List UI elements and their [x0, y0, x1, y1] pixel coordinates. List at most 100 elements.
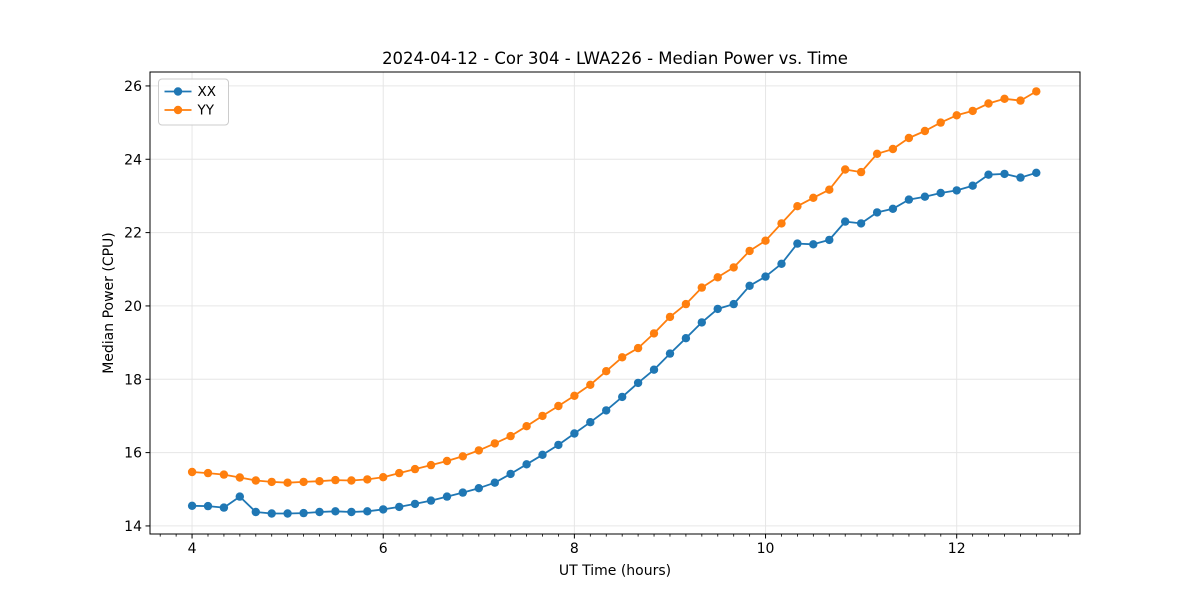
data-point-xx — [761, 272, 770, 281]
data-point-yy — [299, 477, 308, 487]
x-tick-label: 12 — [948, 541, 966, 557]
data-point-yy — [888, 144, 898, 154]
data-point-yy — [761, 236, 770, 245]
data-point-xx — [984, 170, 993, 179]
data-point-yy — [1000, 94, 1009, 104]
legend-box — [158, 78, 229, 126]
data-point-yy — [825, 185, 834, 194]
data-point-yy — [235, 473, 244, 482]
data-point-yy — [410, 464, 420, 474]
data-point-yy — [633, 343, 643, 353]
data-point-xx — [952, 186, 961, 195]
data-point-xx — [474, 484, 483, 493]
y-tick-label: 20 — [124, 299, 142, 315]
data-point-yy — [872, 149, 882, 158]
data-point-yy — [856, 167, 866, 177]
legend-sample-marker — [173, 105, 183, 115]
data-point-yy — [809, 193, 818, 202]
data-point-xx — [936, 188, 945, 198]
data-point-xx — [665, 349, 675, 358]
data-point-xx — [235, 492, 244, 501]
data-point-xx — [920, 192, 930, 201]
data-point-yy — [729, 263, 738, 272]
data-point-yy — [347, 476, 356, 485]
data-point-xx — [888, 204, 898, 213]
series-layer — [187, 87, 1041, 518]
data-point-yy — [777, 219, 786, 228]
data-point-xx — [219, 503, 229, 512]
data-point-yy — [442, 456, 452, 466]
data-point-yy — [554, 401, 563, 411]
data-point-xx — [1032, 168, 1041, 177]
data-point-yy — [570, 391, 579, 400]
data-point-xx — [395, 502, 404, 512]
data-point-xx — [554, 440, 563, 450]
data-point-yy — [219, 470, 229, 479]
data-point-yy — [793, 202, 802, 211]
series-xx — [187, 168, 1041, 518]
data-point-xx — [426, 496, 436, 505]
legend-label: XX — [198, 84, 217, 100]
data-point-xx — [203, 501, 213, 511]
legend: XX YY — [158, 78, 229, 126]
data-point-xx — [347, 507, 356, 517]
y-tick-label: 14 — [124, 519, 142, 535]
data-point-yy — [745, 246, 754, 256]
data-point-xx — [442, 492, 452, 501]
data-point-yy — [649, 329, 659, 338]
y-tick-label: 22 — [124, 226, 142, 242]
y-axis-label: Median Power (CPU) — [101, 232, 117, 374]
data-point-xx — [506, 469, 515, 479]
data-point-xx — [809, 240, 818, 249]
data-point-xx — [729, 299, 738, 309]
plot-background — [150, 72, 1080, 534]
data-point-yy — [187, 467, 197, 477]
data-point-xx — [410, 499, 420, 509]
x-tick-label: 4 — [188, 541, 197, 557]
data-point-xx — [745, 281, 754, 290]
data-point-xx — [602, 406, 611, 415]
data-point-xx — [458, 488, 467, 497]
data-point-yy — [458, 452, 467, 461]
data-point-yy — [618, 353, 627, 362]
data-point-yy — [315, 477, 324, 486]
data-point-yy — [713, 273, 722, 282]
data-point-xx — [1016, 173, 1025, 182]
data-point-yy — [665, 312, 675, 322]
data-point-xx — [187, 501, 197, 510]
data-point-xx — [570, 429, 579, 438]
data-point-yy — [602, 367, 611, 376]
data-point-xx — [681, 334, 691, 343]
data-point-yy — [697, 283, 706, 292]
data-point-xx — [283, 509, 292, 518]
data-point-yy — [474, 446, 483, 455]
data-point-yy — [363, 475, 372, 484]
data-point-yy — [203, 468, 213, 478]
data-point-xx — [968, 181, 977, 190]
data-point-xx — [618, 392, 627, 402]
legend-label: YY — [197, 103, 215, 119]
data-point-yy — [841, 165, 850, 174]
data-point-yy — [283, 478, 292, 487]
data-point-yy — [522, 422, 531, 431]
data-point-xx — [1000, 169, 1009, 179]
legend-sample-marker — [173, 87, 183, 96]
data-point-yy — [490, 439, 499, 448]
series-yy — [187, 87, 1041, 487]
data-point-yy — [681, 299, 691, 309]
data-point-xx — [697, 318, 706, 327]
data-point-yy — [331, 475, 340, 485]
y-tick-label: 26 — [124, 79, 142, 95]
data-point-yy — [426, 460, 436, 470]
y-tick-label: 24 — [124, 152, 142, 168]
data-point-xx — [633, 378, 643, 388]
data-point-xx — [522, 460, 531, 469]
data-point-xx — [856, 219, 866, 228]
data-point-xx — [825, 235, 834, 245]
data-point-xx — [904, 195, 914, 204]
data-point-xx — [872, 208, 882, 217]
data-point-xx — [586, 418, 595, 427]
data-point-xx — [649, 365, 659, 374]
data-point-yy — [506, 431, 515, 441]
